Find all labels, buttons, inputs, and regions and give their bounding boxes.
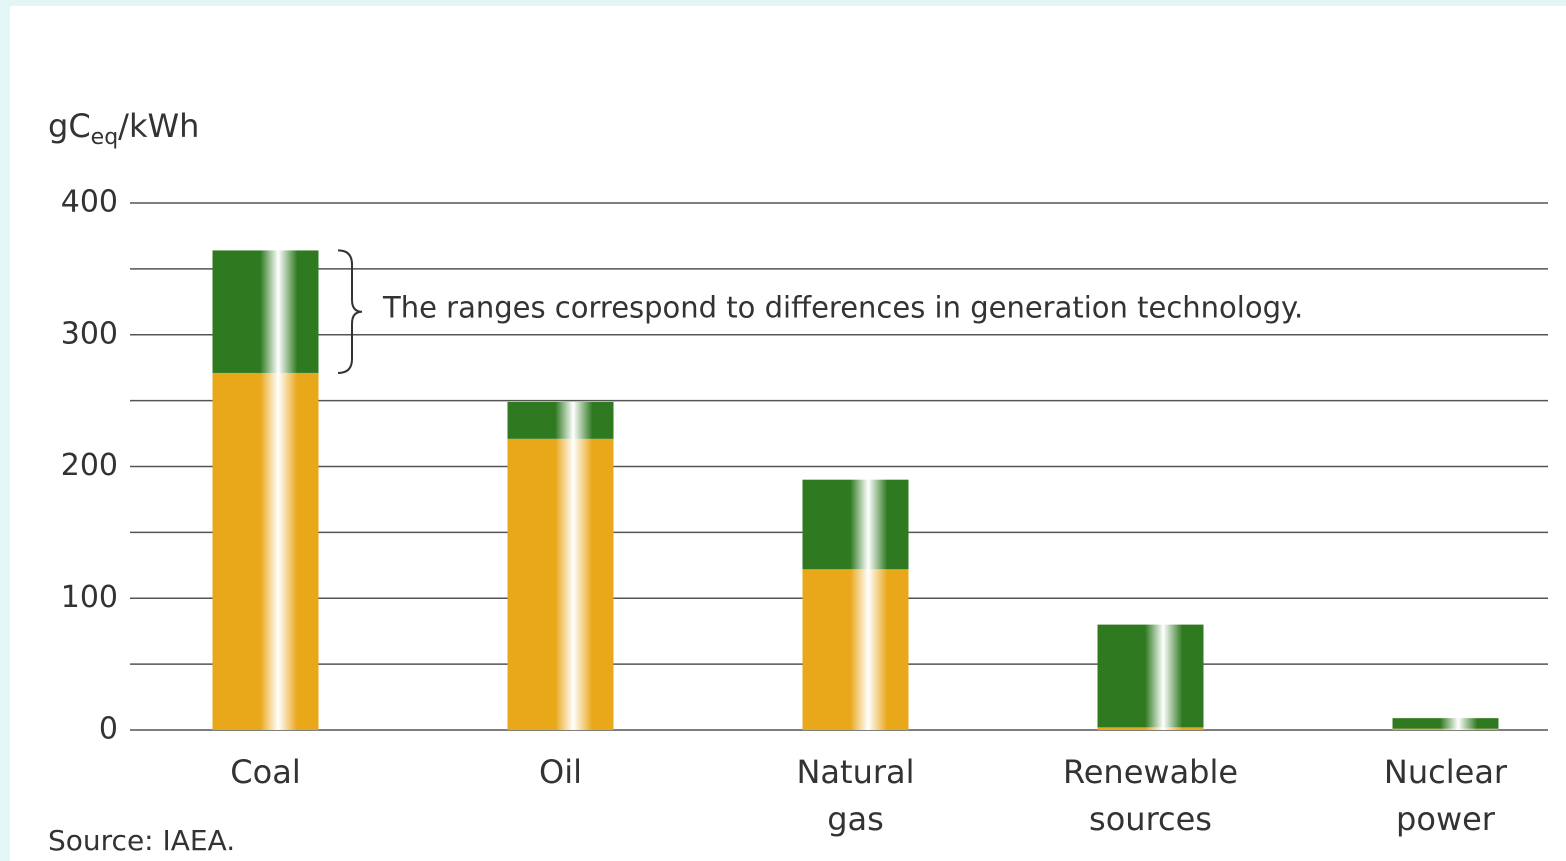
- y-tick-label: 0: [99, 712, 118, 747]
- x-tick-label: Coal: [230, 753, 300, 791]
- x-tick-label: Oil: [539, 753, 582, 791]
- y-tick-label: 400: [61, 185, 118, 220]
- bar-segment: [1392, 728, 1499, 730]
- bar-segment: [212, 250, 319, 373]
- y-tick-label: 300: [61, 316, 118, 351]
- bar-segment: [1097, 727, 1204, 730]
- x-tick-label: Nuclear: [1384, 753, 1508, 791]
- y-tick-label: 200: [61, 448, 118, 483]
- x-tick-label: gas: [827, 800, 884, 838]
- y-label-base: gC: [48, 107, 91, 145]
- bar-segment: [1392, 718, 1499, 729]
- bar-segment: [212, 372, 319, 730]
- y-label-sub: eq: [91, 125, 119, 150]
- source: Source: IAEA.: [48, 824, 235, 857]
- x-tick-label: power: [1396, 800, 1496, 838]
- x-tick-label: Natural: [796, 753, 914, 791]
- y-tick-label: 100: [61, 580, 118, 615]
- x-tick-label: Renewable: [1063, 753, 1238, 791]
- bar-segment: [802, 569, 909, 730]
- bar-segment: [507, 438, 614, 730]
- annotation: The ranges correspond to differences in …: [382, 291, 1303, 325]
- bar-segment: [507, 401, 614, 439]
- y-axis-label: gCeq/kWh: [48, 107, 199, 150]
- y-label-rest: /kWh: [118, 107, 199, 145]
- x-tick-label: sources: [1089, 800, 1212, 838]
- annotation-brace: [337, 249, 363, 374]
- bar-segment: [802, 479, 909, 570]
- bar-segment: [1097, 624, 1204, 728]
